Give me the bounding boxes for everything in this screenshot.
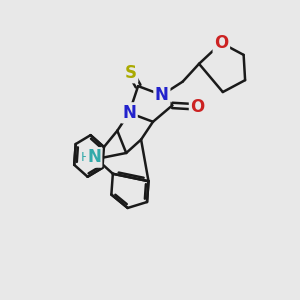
Text: N: N: [155, 86, 169, 104]
Text: S: S: [125, 64, 137, 82]
Text: O: O: [214, 34, 229, 52]
Text: H: H: [80, 151, 90, 164]
Text: O: O: [190, 98, 205, 116]
Text: N: N: [122, 104, 136, 122]
Text: N: N: [87, 148, 101, 166]
